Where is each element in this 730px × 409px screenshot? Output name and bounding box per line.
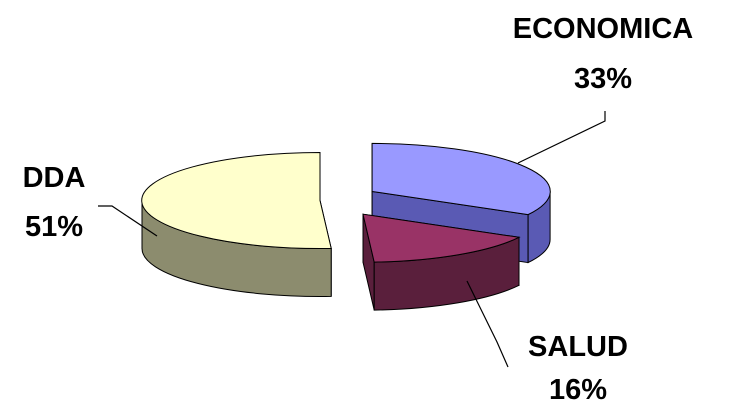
slice-percent-economica: 33% xyxy=(574,63,632,95)
slice-salud-top xyxy=(362,213,521,263)
leader-line-economica xyxy=(517,111,606,164)
slice-percent-salud: 16% xyxy=(549,374,607,406)
slice-dda-top xyxy=(141,151,332,249)
leader-line-salud xyxy=(466,280,509,368)
leader-line-dda xyxy=(98,205,158,237)
labels-layer: ECONOMICA 33% SALUD 16% DDA 51% xyxy=(23,13,694,406)
slice-percent-dda: 51% xyxy=(25,211,83,243)
slice-label-dda: DDA xyxy=(23,162,86,194)
slice-dda xyxy=(141,151,332,297)
slice-salud xyxy=(362,213,521,311)
slice-label-economica: ECONOMICA xyxy=(513,13,694,45)
slices-layer xyxy=(141,142,551,311)
slice-label-salud: SALUD xyxy=(528,331,628,363)
slice-economica-top xyxy=(371,142,551,216)
leader-lines xyxy=(98,111,606,368)
